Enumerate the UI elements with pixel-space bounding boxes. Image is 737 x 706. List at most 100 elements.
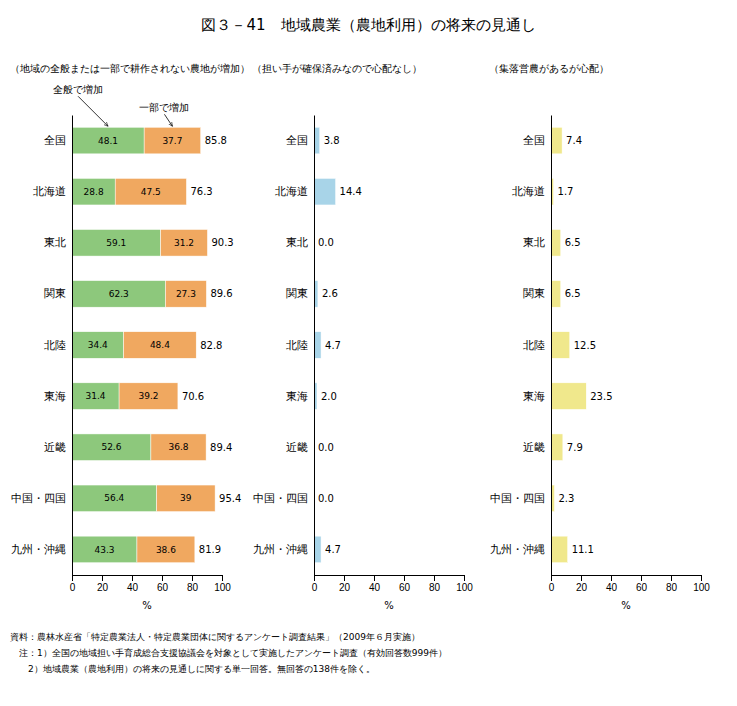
tick: 100 <box>693 575 710 593</box>
data-label: 14.4 <box>340 186 362 197</box>
tick: 全国 <box>523 134 551 146</box>
tick-label: 関東 <box>286 287 308 299</box>
total-label: 85.8 <box>205 135 227 146</box>
total-label: 90.3 <box>211 237 233 248</box>
tick-label: 0 <box>70 582 76 593</box>
tick: 北海道 <box>275 185 314 197</box>
data-label: 11.1 <box>572 544 594 555</box>
tick: 北海道 <box>512 185 551 197</box>
bar <box>314 178 336 205</box>
tick: 北海道 <box>33 185 72 197</box>
tick: 九州・沖縄 <box>253 543 314 555</box>
tick-label: 中国・四国 <box>490 492 545 504</box>
data-label: 4.7 <box>325 544 341 555</box>
panel: （地域の全般または一部で耕作されない農地が増加）48.128.859.162.3… <box>10 63 250 611</box>
bar <box>72 383 119 410</box>
data-label: 37.7 <box>162 136 182 146</box>
tick: 40 <box>606 575 618 593</box>
data-label: 7.4 <box>566 135 582 146</box>
annotation-arrow <box>164 114 172 126</box>
tick-mark <box>222 575 223 581</box>
chart-svg: （地域の全般または一部で耕作されない農地が増加）48.128.859.162.3… <box>0 0 737 706</box>
tick-label: 東海 <box>286 390 308 402</box>
bar <box>157 485 216 512</box>
data-label: 39.2 <box>138 391 158 401</box>
tick-mark <box>374 575 375 581</box>
data-label: 23.5 <box>590 391 612 402</box>
tick-label: 北陸 <box>286 339 308 351</box>
tick-mark <box>192 575 193 581</box>
bar <box>551 332 570 359</box>
tick: 20 <box>339 575 351 593</box>
axis-line <box>552 576 702 582</box>
data-label: 34.4 <box>88 340 108 350</box>
annotations: 全般で増加一部で増加 <box>53 84 189 126</box>
tick-label: 80 <box>666 582 678 593</box>
data-label: 12.5 <box>574 340 596 351</box>
bar <box>72 281 165 308</box>
tick-label: 近畿 <box>286 441 308 453</box>
tick: 東海 <box>286 390 314 402</box>
tick: 近畿 <box>286 441 314 453</box>
tick: 関東 <box>44 287 72 299</box>
data-label: 52.6 <box>101 442 121 452</box>
tick: 40 <box>369 575 381 593</box>
data-label: 31.4 <box>86 391 106 401</box>
data-label: 0.0 <box>318 442 334 453</box>
bar <box>151 434 206 461</box>
total-label: 82.8 <box>200 340 222 351</box>
bar <box>72 332 124 359</box>
bar <box>72 485 157 512</box>
tick-label: 60 <box>157 582 169 593</box>
tick-label: 60 <box>399 582 411 593</box>
total-label: 89.4 <box>210 442 232 453</box>
bar <box>72 434 151 461</box>
tick-label: 100 <box>214 582 231 593</box>
tick: 60 <box>636 575 648 593</box>
tick-mark <box>641 575 642 581</box>
total-label: 76.3 <box>190 186 212 197</box>
annotation-arrow <box>78 96 108 126</box>
tick-label: 北陸 <box>523 339 545 351</box>
tick-label: 80 <box>187 582 199 593</box>
tick-mark <box>314 575 315 581</box>
data-label: 47.5 <box>141 187 161 197</box>
data-label: 0.0 <box>318 237 334 248</box>
data-label: 39 <box>180 493 192 503</box>
tick: 関東 <box>523 287 551 299</box>
tick-label: 東北 <box>523 236 545 248</box>
panel: （集落営農があるが心配）7.41.76.56.512.523.57.92.311… <box>489 63 710 611</box>
tick: 20 <box>576 575 588 593</box>
tick: 東北 <box>523 236 551 248</box>
tick-label: 20 <box>97 582 109 593</box>
data-label: 36.8 <box>168 442 188 452</box>
tick: 東海 <box>44 390 72 402</box>
tick: 0 <box>312 575 318 593</box>
tick: 100 <box>214 575 231 593</box>
data-labels: 48.128.859.162.334.431.452.656.443.337.7… <box>84 135 242 555</box>
bar <box>72 229 161 256</box>
tick-mark <box>671 575 672 581</box>
tick-label: 北海道 <box>275 185 308 197</box>
axis-line <box>72 116 73 576</box>
bar <box>551 281 561 308</box>
footnote: 注：1）全国の地域担い手育成総合支援協議会を対象として実施したアンケート調査（有… <box>10 648 447 658</box>
tick-label: 九州・沖縄 <box>490 543 545 555</box>
bar <box>314 536 321 563</box>
tick: 中国・四国 <box>11 492 72 504</box>
tick: 中国・四国 <box>490 492 551 504</box>
bar <box>115 178 186 205</box>
tick-mark <box>72 575 73 581</box>
tick: 80 <box>187 575 199 593</box>
tick-mark <box>162 575 163 581</box>
tick-label: 中国・四国 <box>253 492 308 504</box>
bar <box>551 383 586 410</box>
data-label: 31.2 <box>174 238 194 248</box>
tick-label: 100 <box>693 582 710 593</box>
tick: 60 <box>399 575 411 593</box>
tick-label: 東海 <box>44 390 66 402</box>
tick: 100 <box>456 575 473 593</box>
data-label: 48.1 <box>98 136 118 146</box>
tick-label: 中国・四国 <box>11 492 66 504</box>
tick-label: 20 <box>339 582 351 593</box>
